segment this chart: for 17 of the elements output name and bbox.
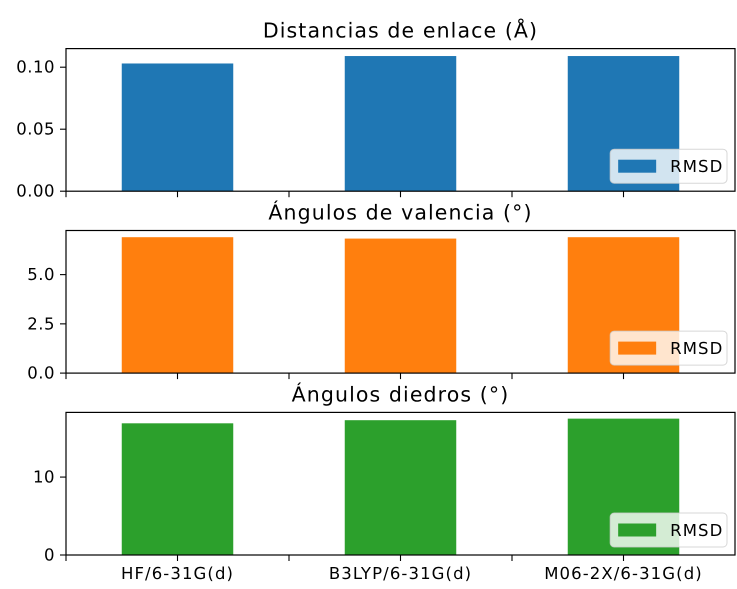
x-tick-label: M06-2X/6-31G(d)	[544, 564, 703, 583]
y-tick-label: 0	[44, 546, 55, 564]
x-tick-label: B3LYP/6-31G(d)	[328, 564, 472, 583]
legend-label: RMSD	[670, 156, 724, 176]
legend-label: RMSD	[670, 520, 724, 540]
y-tick-label: 10	[33, 468, 55, 487]
chart-title: Distancias de enlace (Å)	[262, 18, 538, 43]
y-tick-label: 0.00	[16, 182, 55, 201]
x-tick-label: HF/6-31G(d)	[120, 564, 234, 583]
y-tick-label: 2.5	[27, 314, 55, 334]
y-tick-label: 0.05	[16, 120, 55, 139]
y-tick-label: 5.0	[27, 265, 55, 284]
y-tick-label: 0.10	[16, 58, 55, 77]
y-tick-label: 0.0	[27, 364, 55, 383]
chart-title: Ángulos de valencia (°)	[268, 200, 533, 224]
legend-label: RMSD	[670, 338, 724, 358]
chart-title: Ángulos diedros (°)	[292, 381, 510, 406]
